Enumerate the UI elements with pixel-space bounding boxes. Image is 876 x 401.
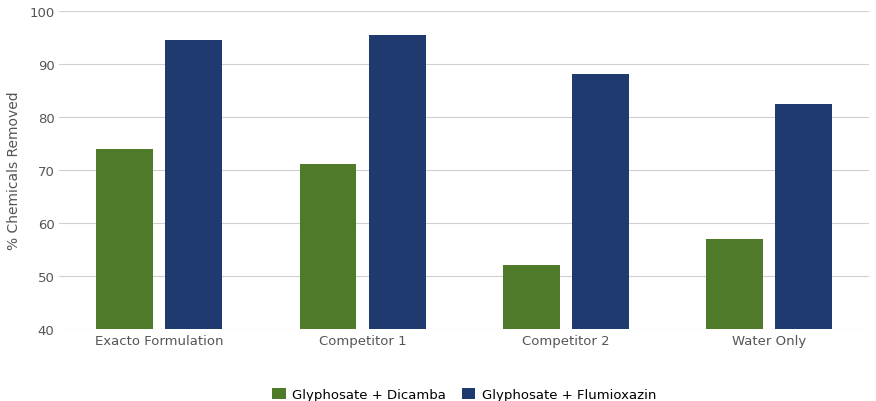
Bar (96, 149, 153, 401)
Y-axis label: % Chemicals Removed: % Chemicals Removed (7, 91, 21, 249)
Bar (300, 165, 357, 401)
Bar (503, 265, 560, 401)
Legend: Glyphosate + Dicamba, Glyphosate + Flumioxazin: Glyphosate + Dicamba, Glyphosate + Flumi… (267, 383, 661, 401)
Bar (369, 36, 426, 401)
Bar (775, 104, 832, 401)
Bar (166, 41, 223, 401)
Bar (706, 239, 763, 401)
Bar (572, 75, 629, 401)
